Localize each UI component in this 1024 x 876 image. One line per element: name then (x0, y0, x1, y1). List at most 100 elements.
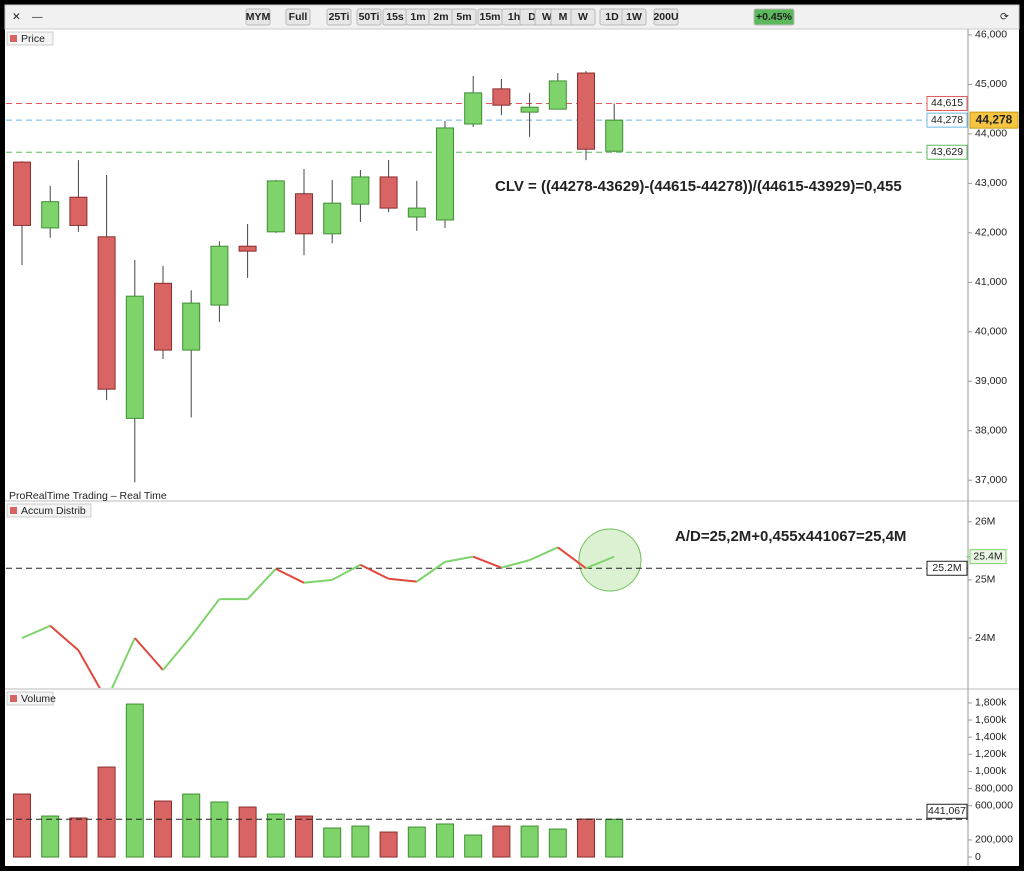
y-tick-label: 0 (975, 851, 981, 863)
line-segment (331, 563, 361, 581)
candle-body (266, 180, 285, 233)
toolbar-button-label[interactable]: 2m (433, 11, 448, 23)
line-segment (246, 568, 277, 600)
line-segment (444, 555, 474, 563)
ad-annotation: A/D=25,2M+0,455x441067=25,4M (675, 528, 906, 545)
line-segment (111, 637, 136, 688)
toolbar-button[interactable] (653, 8, 679, 26)
candle-body (97, 236, 116, 390)
toolbar-button-label[interactable]: 1m (410, 11, 425, 23)
candle-body (492, 88, 511, 106)
y-tick-label: 600,000 (975, 799, 1013, 811)
y-tick-label: 37,000 (975, 474, 1007, 486)
volume-bar (323, 827, 342, 858)
axis-value-label: 25.4M (973, 550, 1002, 562)
toolbar-button-label[interactable]: M (559, 11, 568, 23)
panel-title-box (6, 503, 92, 518)
toolbar-button[interactable] (570, 8, 596, 26)
panel-title-box (6, 691, 54, 706)
line-segment (134, 637, 164, 671)
toolbar-button[interactable] (451, 8, 477, 26)
volume-bar (351, 825, 370, 858)
line-segment (359, 563, 390, 580)
volume-bar (436, 823, 454, 858)
toolbar-button[interactable] (285, 8, 311, 26)
candle-body (69, 196, 88, 226)
last-price-box (969, 111, 1019, 129)
volume-bar (182, 793, 201, 858)
volume-bar (69, 817, 88, 858)
candle-body (323, 202, 342, 235)
volume-bar (548, 828, 567, 858)
toolbar-button-label[interactable]: 15m (479, 11, 500, 23)
toolbar-button-label[interactable]: 1W (626, 11, 642, 23)
y-tick-label: 1,000k (975, 765, 1007, 777)
toolbar-button-label[interactable]: 15s (386, 11, 404, 23)
panel-title-box (6, 31, 54, 46)
toolbar-button-label[interactable]: 1D (605, 11, 619, 23)
y-tick-label: 46,000 (975, 29, 1007, 41)
toolbar-button-label[interactable]: D (528, 11, 536, 23)
candle-body (41, 201, 60, 229)
volume-bar (266, 813, 285, 858)
toolbar-button[interactable] (356, 8, 382, 26)
y-tick-label: 1,200k (975, 748, 1007, 760)
panel-title-icon (10, 507, 17, 514)
candle-body (154, 282, 172, 351)
toolbar-button-label[interactable]: +0.45% (756, 11, 793, 23)
line-segment (388, 577, 417, 583)
line-segment (162, 635, 192, 671)
y-tick-label: 38,000 (975, 425, 1007, 437)
source-label: ProRealTime Trading – Real Time (9, 490, 167, 502)
candle-body (548, 80, 567, 110)
reference-label: 44,615 (931, 97, 963, 109)
line-segment (529, 546, 559, 562)
y-tick-label: 800,000 (975, 782, 1013, 794)
close-icon[interactable]: ✕ (12, 11, 21, 23)
panel-title: Volume (21, 693, 56, 705)
line-segment (77, 649, 101, 688)
toolbar-button-label[interactable]: 5m (456, 11, 471, 23)
axis-value-box (926, 560, 968, 576)
volume-bar (407, 826, 426, 858)
y-tick-label: 1,800k (975, 697, 1007, 709)
volume-bar (154, 800, 172, 858)
ad-line (21, 546, 615, 688)
toolbar-button[interactable] (753, 8, 795, 26)
volume-bar (41, 815, 60, 858)
line-segment (303, 578, 333, 584)
candle-body (407, 207, 426, 218)
candle-body (464, 92, 483, 125)
candle-body (577, 72, 595, 150)
minimize-icon[interactable]: — (32, 11, 43, 23)
y-tick-label: 40,000 (975, 326, 1007, 338)
panel-title: Price (21, 33, 45, 45)
toolbar-button[interactable] (245, 8, 271, 26)
reference-box (926, 144, 968, 160)
reference-label: 43,629 (931, 146, 963, 158)
toolbar-button-label[interactable]: W (542, 11, 552, 23)
toolbar-button-label[interactable]: W (578, 11, 588, 23)
volume-bar (295, 815, 313, 858)
line-segment (472, 555, 502, 569)
toolbar-button[interactable] (621, 8, 647, 26)
volume-bar (97, 766, 116, 858)
volume-bar (492, 825, 511, 858)
toolbar-button-label[interactable]: 1h (508, 11, 520, 23)
toolbar-button[interactable] (326, 8, 352, 26)
candle-body (436, 127, 454, 221)
y-tick-label: 200,000 (975, 834, 1013, 846)
panel-title-icon (10, 35, 17, 42)
candle-body (351, 176, 370, 205)
toolbar-button-label[interactable]: 50Ti (359, 11, 380, 23)
toolbar-button-label[interactable]: 25Ti (329, 11, 350, 23)
toolbar-button-label[interactable]: 200U (653, 11, 678, 23)
y-tick-label: 41,000 (975, 276, 1007, 288)
window (5, 5, 1019, 866)
toolbar-button-label[interactable]: Full (289, 11, 308, 23)
toolbar-button-label[interactable]: MYM (246, 11, 271, 23)
axis-value-label: 441,067 (928, 805, 966, 817)
reference-box (926, 112, 968, 128)
refresh-icon[interactable]: ⟳ (1000, 11, 1009, 23)
